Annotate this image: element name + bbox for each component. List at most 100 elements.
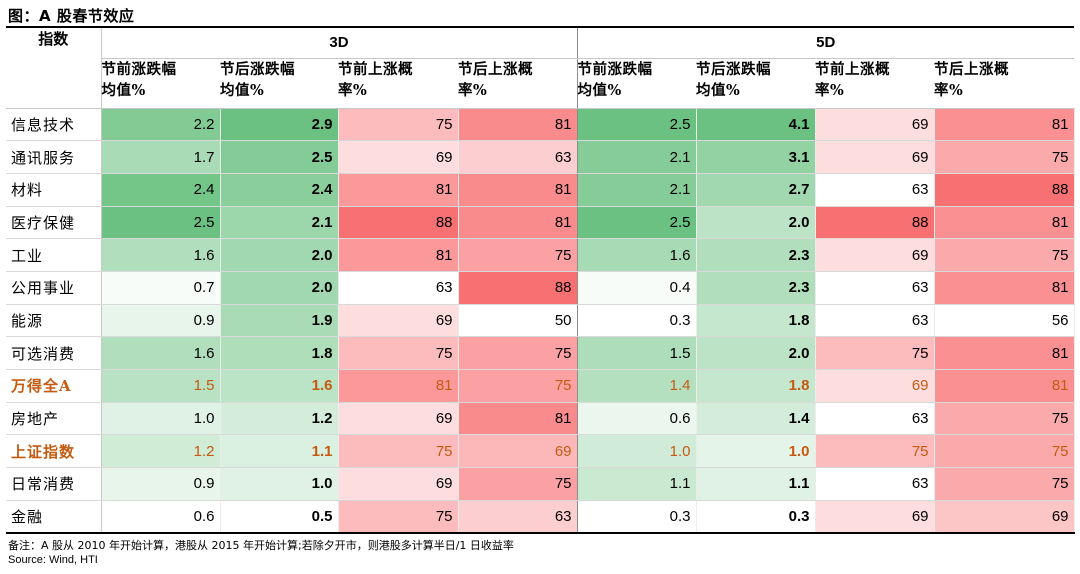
- value-cell: 63: [815, 402, 935, 436]
- metric-header-line: 均值%: [220, 81, 265, 99]
- row-label: 上证指数: [6, 434, 102, 469]
- value-cell: 1.0: [696, 434, 816, 469]
- value-cell: 69: [458, 434, 578, 469]
- value-cell: 1.6: [220, 369, 339, 403]
- chart-title: 图：A 股春节效应: [8, 7, 135, 25]
- metric-header-line: 节前涨跌幅: [101, 60, 177, 78]
- value-cell: 2.7: [696, 173, 816, 207]
- value-cell: 63: [815, 304, 935, 338]
- metric-header-5d-2: 节后涨跌幅 均值%: [696, 58, 815, 109]
- value-cell: 75: [934, 402, 1075, 436]
- row-label: 能源: [6, 304, 102, 338]
- value-cell: 75: [815, 336, 935, 370]
- value-cell: 0.9: [101, 304, 221, 338]
- value-cell: 2.4: [220, 173, 339, 207]
- value-cell: 63: [338, 271, 459, 305]
- value-cell: 0.7: [101, 271, 221, 305]
- value-cell: 75: [458, 238, 578, 272]
- value-cell: 75: [934, 467, 1075, 501]
- value-cell: 1.6: [101, 336, 221, 370]
- value-cell: 69: [338, 304, 459, 338]
- value-cell: 69: [815, 108, 935, 142]
- table-row: 材料 2.4 2.4 81 81 2.1 2.7 63 88: [6, 173, 1075, 207]
- value-cell: 75: [338, 108, 459, 142]
- value-cell: 2.0: [696, 206, 816, 240]
- value-cell: 75: [934, 434, 1075, 469]
- value-cell: 2.5: [220, 140, 339, 174]
- value-cell: 1.6: [577, 238, 697, 272]
- value-cell: 69: [338, 140, 459, 174]
- value-cell: 1.1: [220, 434, 339, 469]
- value-cell: 1.4: [577, 369, 697, 403]
- metric-header-line: 率%: [815, 81, 845, 99]
- value-cell: 1.8: [220, 336, 339, 370]
- metric-header-5d-3: 节前上涨概 率%: [815, 58, 934, 109]
- value-cell: 1.0: [101, 402, 221, 436]
- value-cell: 1.2: [101, 434, 221, 469]
- value-cell: 81: [338, 238, 459, 272]
- value-cell: 1.5: [577, 336, 697, 370]
- value-cell: 0.3: [577, 500, 697, 534]
- row-label: 材料: [6, 173, 102, 207]
- value-cell: 2.5: [101, 206, 221, 240]
- value-cell: 1.4: [696, 402, 816, 436]
- value-cell: 2.5: [577, 206, 697, 240]
- table-row: 金融 0.6 0.5 75 63 0.3 0.3 69 69: [6, 500, 1075, 534]
- value-cell: 69: [338, 402, 459, 436]
- value-cell: 75: [934, 140, 1075, 174]
- value-cell: 2.9: [220, 108, 339, 142]
- metric-header-line: 节后涨跌幅: [220, 60, 295, 78]
- value-cell: 63: [815, 271, 935, 305]
- value-cell: 75: [458, 336, 578, 370]
- value-cell: 1.1: [696, 467, 816, 501]
- row-label: 工业: [6, 238, 102, 272]
- table-row: 房地产 1.0 1.2 69 81 0.6 1.4 63 75: [6, 402, 1075, 436]
- value-cell: 1.7: [101, 140, 221, 174]
- metric-header-line: 节后上涨概: [934, 60, 1009, 78]
- value-cell: 63: [815, 173, 935, 207]
- value-cell: 3.1: [696, 140, 816, 174]
- metric-header-3d-3: 节前上涨概 率%: [338, 58, 458, 109]
- table-row: 医疗保健 2.5 2.1 88 81 2.5 2.0 88 81: [6, 206, 1075, 240]
- table-row: 可选消费 1.6 1.8 75 75 1.5 2.0 75 81: [6, 336, 1075, 370]
- value-cell: 2.3: [696, 271, 816, 305]
- value-cell: 75: [458, 467, 578, 501]
- value-cell: 81: [934, 108, 1075, 142]
- value-cell: 69: [815, 369, 935, 403]
- value-cell: 75: [934, 238, 1075, 272]
- value-cell: 0.6: [577, 402, 697, 436]
- value-cell: 69: [815, 238, 935, 272]
- value-cell: 81: [338, 369, 459, 403]
- value-cell: 50: [458, 304, 578, 338]
- value-cell: 81: [934, 369, 1075, 403]
- group-header-5d: 5D: [577, 28, 1074, 59]
- value-cell: 88: [934, 173, 1075, 207]
- value-cell: 0.4: [577, 271, 697, 305]
- metric-header-line: 节前涨跌幅: [577, 60, 653, 78]
- table-row: 万得全A 1.5 1.6 81 75 1.4 1.8 69 81: [6, 369, 1075, 403]
- value-cell: 1.6: [101, 238, 221, 272]
- metric-header-5d-4: 节后上涨概 率%: [934, 58, 1074, 109]
- metric-header-line: 均值%: [577, 81, 622, 99]
- row-header: 指数: [6, 28, 102, 109]
- table-row: 通讯服务 1.7 2.5 69 63 2.1 3.1 69 75: [6, 140, 1075, 174]
- value-cell: 88: [458, 271, 578, 305]
- value-cell: 75: [338, 500, 459, 534]
- metric-header-line: 均值%: [101, 81, 146, 99]
- group-header-3d: 3D: [101, 28, 578, 59]
- value-cell: 2.3: [696, 238, 816, 272]
- row-label: 通讯服务: [6, 140, 102, 174]
- table-row: 信息技术 2.2 2.9 75 81 2.5 4.1 69 81: [6, 108, 1075, 142]
- value-cell: 75: [338, 336, 459, 370]
- row-label: 日常消费: [6, 467, 102, 501]
- value-cell: 63: [815, 467, 935, 501]
- value-cell: 2.0: [696, 336, 816, 370]
- value-cell: 63: [458, 500, 578, 534]
- value-cell: 81: [934, 271, 1075, 305]
- metric-header-line: 率%: [458, 81, 488, 99]
- value-cell: 0.9: [101, 467, 221, 501]
- value-cell: 88: [815, 206, 935, 240]
- metric-header-3d-1: 节前涨跌幅均值%: [101, 58, 220, 109]
- value-cell: 2.1: [577, 173, 697, 207]
- table-row: 上证指数 1.2 1.1 75 69 1.0 1.0 75 75: [6, 434, 1075, 469]
